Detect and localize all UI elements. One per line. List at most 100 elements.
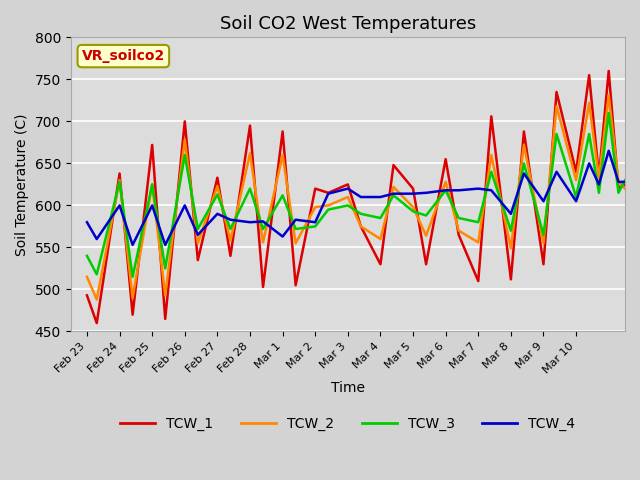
TCW_1 xyxy=(259,284,267,290)
TCW_2 xyxy=(586,100,593,106)
TCW_4 xyxy=(83,219,91,225)
TCW_3 xyxy=(344,203,351,208)
TCW_1 xyxy=(520,129,528,134)
TCW_3 xyxy=(442,187,449,193)
TCW_4 xyxy=(488,187,495,193)
TCW_4 xyxy=(422,190,430,196)
TCW_3 xyxy=(376,215,384,221)
TCW_4 xyxy=(540,198,547,204)
TCW_1 xyxy=(488,113,495,119)
TCW_3 xyxy=(540,232,547,238)
TCW_4 xyxy=(292,217,300,223)
TCW_4 xyxy=(161,242,169,248)
TCW_4 xyxy=(553,169,561,175)
TCW_3 xyxy=(116,179,124,185)
TCW_3 xyxy=(595,190,603,196)
TCW_1 xyxy=(194,257,202,263)
TCW_1 xyxy=(312,186,319,192)
TCW_4 xyxy=(312,219,319,225)
TCW_2 xyxy=(572,177,580,183)
TCW_1 xyxy=(161,316,169,322)
TCW_2 xyxy=(292,240,300,246)
TCW_1 xyxy=(279,129,287,134)
TCW_3 xyxy=(227,226,234,232)
TCW_3 xyxy=(181,152,189,158)
TCW_2 xyxy=(376,236,384,242)
TCW_2 xyxy=(246,150,254,156)
TCW_4 xyxy=(376,194,384,200)
TCW_3 xyxy=(455,215,463,221)
TCW_2 xyxy=(129,295,136,301)
TCW_2 xyxy=(605,93,612,98)
TCW_2 xyxy=(227,238,234,244)
Line: TCW_1: TCW_1 xyxy=(87,71,625,323)
TCW_1 xyxy=(129,312,136,318)
TCW_2 xyxy=(614,179,622,185)
TCW_4 xyxy=(621,179,629,185)
TCW_2 xyxy=(474,240,482,245)
TCW_2 xyxy=(409,204,417,210)
TCW_2 xyxy=(553,103,561,109)
TCW_2 xyxy=(357,224,365,229)
TCW_2 xyxy=(279,152,287,158)
TCW_1 xyxy=(621,181,629,187)
TCW_4 xyxy=(595,181,603,187)
TCW_2 xyxy=(455,228,463,234)
TCW_2 xyxy=(83,274,91,280)
TCW_4 xyxy=(614,179,622,185)
TCW_1 xyxy=(376,262,384,267)
TCW_2 xyxy=(390,184,397,190)
TCW_4 xyxy=(259,218,267,224)
Text: VR_soilco2: VR_soilco2 xyxy=(82,49,165,63)
TCW_4 xyxy=(390,191,397,196)
TCW_3 xyxy=(409,208,417,214)
TCW_1 xyxy=(292,282,300,288)
TCW_3 xyxy=(474,219,482,225)
TCW_2 xyxy=(116,177,124,183)
TCW_3 xyxy=(605,110,612,116)
TCW_1 xyxy=(409,186,417,192)
TCW_3 xyxy=(507,228,515,234)
TCW_2 xyxy=(621,186,629,192)
TCW_4 xyxy=(116,203,124,208)
TCW_3 xyxy=(621,177,629,183)
TCW_1 xyxy=(455,232,463,238)
TCW_3 xyxy=(214,192,221,197)
TCW_4 xyxy=(227,217,234,223)
TCW_1 xyxy=(214,175,221,180)
TCW_3 xyxy=(586,131,593,137)
TCW_1 xyxy=(595,173,603,179)
TCW_4 xyxy=(474,186,482,192)
Title: Soil CO2 West Temperatures: Soil CO2 West Temperatures xyxy=(220,15,476,33)
TCW_2 xyxy=(507,245,515,251)
TCW_2 xyxy=(324,203,332,208)
TCW_4 xyxy=(93,236,100,242)
TCW_3 xyxy=(83,253,91,259)
TCW_4 xyxy=(194,232,202,238)
TCW_4 xyxy=(344,186,351,192)
TCW_1 xyxy=(540,262,547,267)
TCW_1 xyxy=(324,190,332,196)
TCW_3 xyxy=(572,194,580,200)
Line: TCW_4: TCW_4 xyxy=(87,151,625,245)
TCW_2 xyxy=(214,183,221,189)
TCW_2 xyxy=(93,297,100,302)
TCW_4 xyxy=(181,203,189,208)
TCW_1 xyxy=(246,123,254,129)
TCW_2 xyxy=(181,137,189,143)
TCW_3 xyxy=(520,160,528,166)
TCW_3 xyxy=(148,181,156,187)
TCW_4 xyxy=(409,191,417,196)
TCW_1 xyxy=(390,162,397,168)
TCW_3 xyxy=(246,186,254,192)
TCW_3 xyxy=(390,192,397,198)
TCW_2 xyxy=(488,152,495,158)
TCW_3 xyxy=(422,213,430,218)
TCW_1 xyxy=(422,262,430,267)
TCW_3 xyxy=(279,192,287,198)
Legend: TCW_1, TCW_2, TCW_3, TCW_4: TCW_1, TCW_2, TCW_3, TCW_4 xyxy=(115,411,580,436)
TCW_3 xyxy=(324,207,332,213)
TCW_2 xyxy=(259,240,267,245)
TCW_4 xyxy=(572,198,580,204)
TCW_4 xyxy=(586,160,593,166)
